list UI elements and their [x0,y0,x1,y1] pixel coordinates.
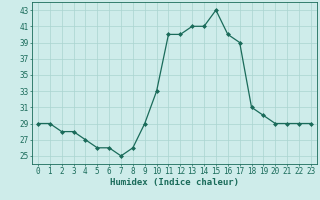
X-axis label: Humidex (Indice chaleur): Humidex (Indice chaleur) [110,178,239,187]
